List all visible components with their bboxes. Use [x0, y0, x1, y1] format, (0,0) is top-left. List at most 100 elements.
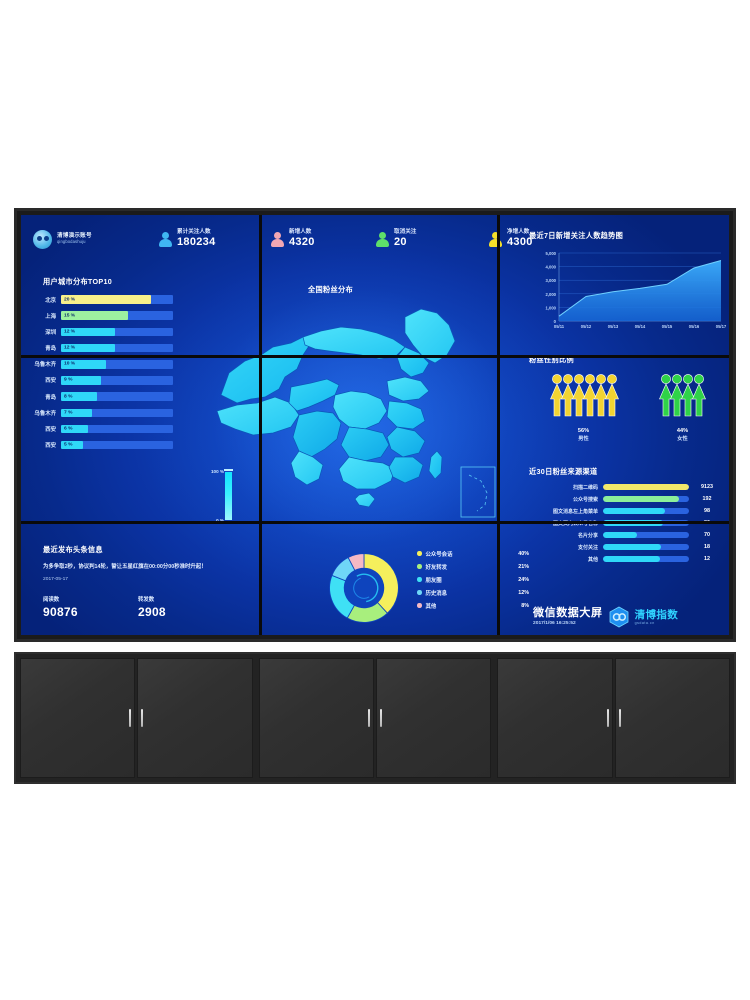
- source-bar-row: 扫描二维码 9123: [529, 481, 729, 493]
- cabinet-door[interactable]: [258, 658, 375, 778]
- city-bar-track: 12 %: [61, 327, 173, 337]
- city-bar-label: 12 %: [64, 345, 76, 351]
- city-bar-row: 西安 9 %: [31, 374, 191, 387]
- city-bar-track: 5 %: [61, 440, 173, 450]
- stat-value: 2908: [138, 605, 166, 619]
- video-wall: 清博演示账号 qingbodashuju 累计关注人数 180234: [14, 208, 736, 642]
- gender-label: 女性: [677, 436, 688, 442]
- legend-label: 公众号会话: [425, 551, 453, 558]
- city-bar-track: 8 %: [61, 392, 173, 401]
- gender-panel-title: 粉丝性别比例: [529, 355, 574, 364]
- source-bar-row: 名片分享 70: [529, 529, 729, 541]
- cabinet-door[interactable]: [137, 658, 253, 778]
- y-axis-tick: 1,000: [546, 305, 557, 310]
- article-share-count: 转发数 2908: [138, 595, 233, 619]
- x-axis-tick: 05/12: [581, 324, 592, 329]
- source-bar-row: 其他 12: [529, 553, 729, 565]
- source-bar-track: [603, 532, 689, 538]
- city-distribution-chart: 北京 20 % 上海 15 % 深圳 12 % 青岛 12 % 乌鲁木齐 10 % 西安 9 % 青岛 8…: [31, 293, 191, 455]
- city-name: 上海: [45, 313, 56, 320]
- legend-value: 21%: [518, 563, 529, 570]
- city-bar-track: 15 %: [61, 311, 173, 320]
- cabinet-unit: [20, 658, 253, 778]
- city-bar-label: 6 %: [64, 426, 73, 432]
- legend-color-dot: [417, 577, 422, 582]
- city-bar-track: 7 %: [61, 408, 173, 418]
- cabinet-door[interactable]: [376, 658, 492, 778]
- city-name: 青岛: [45, 346, 56, 353]
- door-handle-icon: [129, 709, 132, 727]
- donut-legend: 公众号会话 40% 好友转发 21% 朋友圈 24% 历史消息 12% 其他 8%: [417, 547, 529, 612]
- source-bar-row: 图文消息左上角菜单 98: [529, 505, 729, 517]
- person-pictogram: [604, 374, 619, 417]
- stat-value: 4300: [507, 235, 533, 248]
- x-axis-tick: 05/13: [608, 324, 619, 329]
- stat-value: 20: [394, 235, 407, 248]
- cabinet-door[interactable]: [497, 658, 613, 778]
- city-name: 青岛: [45, 394, 56, 401]
- gender-female-group: 44% 女性: [657, 372, 709, 442]
- stat-value: 4320: [289, 235, 315, 248]
- brand-logo-text: 清博指数: [634, 608, 679, 621]
- cabinet-door[interactable]: [614, 658, 731, 778]
- stat-label: 净增人数: [507, 229, 530, 236]
- city-bar-row: 西安 6 %: [31, 423, 191, 436]
- followers-trend-chart[interactable]: 0 1,000 2,000 3,000 4,000 5,000 05/11 05/12 05/…: [529, 243, 727, 339]
- door-handle-icon: [618, 709, 621, 727]
- city-bar-label: 15 %: [64, 313, 76, 319]
- read-source-donut-chart[interactable]: [321, 545, 407, 631]
- source-bar-track: [603, 496, 689, 502]
- bezel-seam-horizontal-2: [21, 521, 729, 524]
- person-icon: [159, 231, 172, 247]
- city-bar-fill: [61, 392, 97, 401]
- legend-color-dot: [417, 564, 422, 569]
- article-headline[interactable]: 为多争取2秒，协议判14轮，誓让五星红旗在00:00分00秒准时升起！: [43, 564, 207, 570]
- female-people-icon: [658, 374, 706, 417]
- bezel-seam-vertical-2: [497, 215, 500, 635]
- account-block[interactable]: 清博演示账号 qingbodashuju: [33, 229, 153, 249]
- stat-new-followers: 新增人数 4320: [271, 229, 376, 249]
- stat-label: 阅读数: [43, 597, 60, 603]
- x-axis-tick: 05/11: [554, 324, 565, 329]
- source-value: 18: [704, 544, 710, 550]
- legend-label: 其他: [425, 603, 437, 610]
- china-fan-distribution-map[interactable]: 100 % 0 %: [199, 299, 519, 527]
- map-color-scale-legend: 100 % 0 %: [206, 467, 244, 525]
- legend-value: 12%: [518, 589, 529, 596]
- y-axis-tick: 4,000: [546, 265, 557, 270]
- source-bar-fill: [603, 532, 638, 538]
- legend-max-label: 100 %: [210, 469, 224, 474]
- brand-logo-subtext: gsdata.cn: [634, 621, 655, 626]
- door-handle-icon: [141, 709, 144, 727]
- person-icon: [271, 231, 284, 247]
- gender-label: 男性: [578, 436, 589, 442]
- dashboard-title: 微信数据大屏: [533, 606, 603, 619]
- dashboard-timestamp: 2017/1/06 16:25:52: [533, 621, 576, 627]
- source-bar-row: 公众号搜索 192: [529, 493, 729, 505]
- source-bar-row: 支付关注 18: [529, 541, 729, 553]
- y-axis-tick: 0: [554, 319, 557, 324]
- city-bar-row: 乌鲁木齐 7 %: [31, 406, 191, 419]
- y-axis-tick: 5,000: [546, 251, 557, 256]
- cabinet-door[interactable]: [20, 658, 136, 778]
- city-bar-fill: [61, 327, 115, 337]
- source-bar-track: [603, 544, 689, 550]
- door-handle-icon: [368, 709, 371, 727]
- donut-legend-row: 朋友圈 24%: [417, 573, 529, 586]
- person-pictogram: [680, 374, 695, 417]
- stat-total-followers: 累计关注人数 180234: [159, 229, 271, 249]
- legend-gradient-bar: [224, 469, 233, 523]
- city-bar-label: 9 %: [64, 377, 73, 383]
- south-china-sea-inset: [460, 466, 496, 518]
- city-bar-row: 深圳 12 %: [31, 325, 191, 338]
- city-bar-fill: [61, 343, 115, 353]
- city-bar-fill: [61, 408, 93, 418]
- legend-label: 朋友圈: [425, 577, 442, 584]
- person-icon: [489, 231, 502, 247]
- city-bar-track: 20 %: [61, 295, 173, 304]
- source-name: 名片分享: [577, 532, 598, 539]
- city-name: 乌鲁木齐: [34, 410, 56, 417]
- source-bar-fill: [603, 496, 679, 502]
- gender-male-group: 56% 男性: [548, 372, 620, 442]
